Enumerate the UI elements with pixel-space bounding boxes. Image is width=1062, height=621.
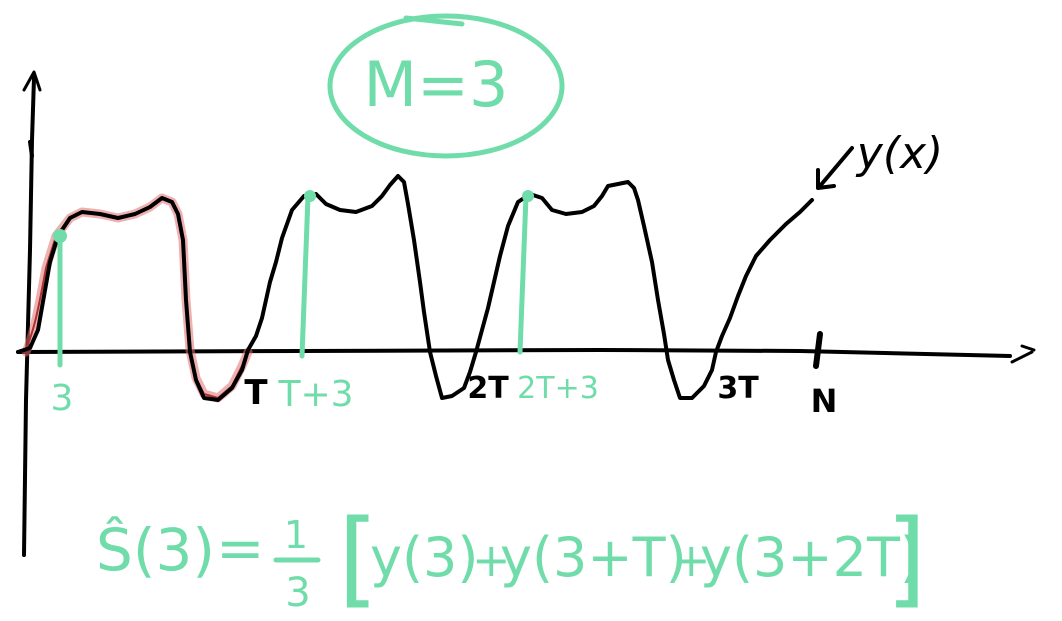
- signal-label: y(x): [855, 128, 943, 179]
- signal-curve: [16, 174, 814, 402]
- formula-open-bracket: [: [338, 497, 379, 619]
- x-label-3T: 3T: [717, 371, 759, 406]
- x-label-3: 3: [51, 378, 74, 419]
- formula-term-y3-plus-2T: y(3+2T): [700, 526, 921, 589]
- formula-equals: =: [216, 514, 265, 582]
- x-label-2T: 2T: [467, 371, 509, 406]
- formula-term-y3-plus-T: y(3+T): [500, 526, 687, 589]
- formula-close-bracket: ]: [886, 497, 927, 619]
- n-tick: [813, 331, 823, 369]
- y-axis-arrowhead: [22, 70, 42, 92]
- sample-point-2T-plus-3: [522, 190, 534, 202]
- x-label-T-plus-3: T+3: [277, 374, 353, 415]
- estimate-formula: Ŝ(3) = 1 3 [ y(3) + y(3+T) + y(3+2T) ]: [96, 497, 927, 619]
- badge-text: M=3: [364, 48, 509, 121]
- y-axis: [22, 76, 36, 557]
- sample-line-T-plus-3: [299, 193, 311, 359]
- y-axis-tick: [28, 140, 34, 158]
- formula-plus-1: +: [472, 533, 511, 587]
- formula-fraction-numerator: 1: [284, 513, 308, 557]
- formula-lhs: Ŝ(3): [96, 515, 215, 584]
- formula-term-y3: y(3): [370, 526, 478, 589]
- x-label-2T-plus-3: 2T+3: [517, 371, 599, 406]
- sample-point-T-plus-3: [304, 190, 316, 202]
- x-label-T: T: [244, 373, 268, 413]
- formula-fraction-denominator: 3: [285, 570, 310, 616]
- x-axis: [16, 347, 1012, 358]
- formula-plus-2: +: [672, 533, 711, 587]
- x-axis-arrowhead: [1010, 344, 1036, 364]
- sample-line-2T-plus-3: [517, 193, 529, 355]
- curve-label-arrow: [818, 146, 854, 188]
- curve-label-arrowhead: [816, 168, 836, 190]
- sample-point-3: [53, 229, 67, 243]
- badge-ellipse: [327, 13, 565, 159]
- x-label-N: N: [811, 382, 838, 420]
